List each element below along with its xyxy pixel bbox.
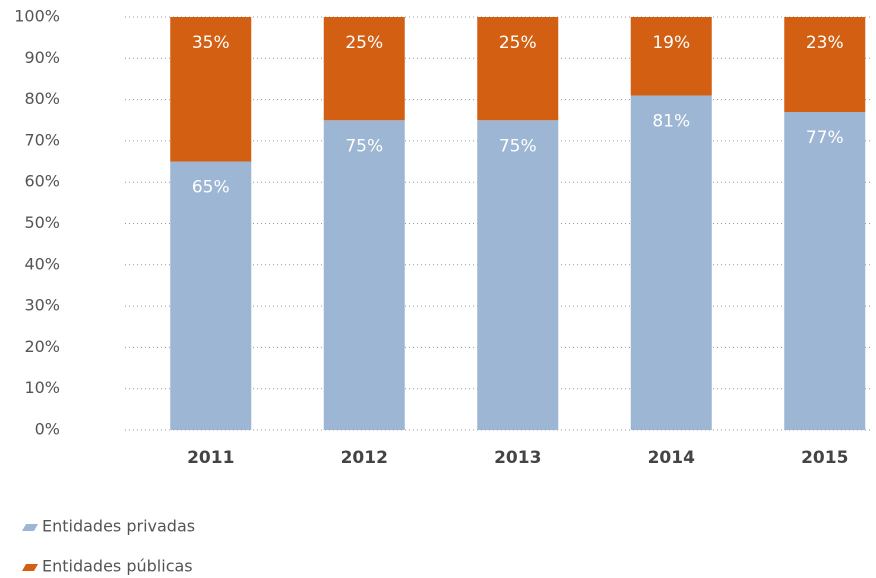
data-label: 23% — [806, 33, 844, 53]
x-tick-label: 2011 — [187, 448, 234, 468]
data-label: 77% — [806, 128, 844, 148]
bar-segment — [323, 120, 405, 430]
data-label: 75% — [499, 136, 537, 156]
data-label: 25% — [345, 33, 383, 53]
x-tick-label: 2013 — [494, 448, 541, 468]
bar-segment — [477, 17, 559, 121]
data-label: 65% — [192, 178, 230, 198]
y-tick-label: 100% — [14, 7, 60, 26]
x-tick-label: 2015 — [801, 448, 848, 468]
legend-swatch — [22, 564, 38, 571]
y-tick-label: 10% — [24, 378, 60, 397]
y-tick-label: 50% — [24, 213, 60, 232]
y-tick-label: 70% — [24, 130, 60, 149]
y-tick-label: 60% — [24, 172, 60, 191]
bar-segment — [170, 161, 252, 431]
y-tick-label: 0% — [35, 420, 60, 439]
bar-segment — [323, 17, 405, 121]
y-tick-label: 40% — [24, 254, 60, 273]
legend-swatch — [22, 524, 38, 531]
bar-segment — [630, 17, 712, 96]
legend-label: Entidades privadas — [42, 517, 195, 536]
bar-segment — [630, 95, 712, 430]
data-label: 35% — [192, 33, 230, 53]
y-tick-label: 80% — [24, 89, 60, 108]
x-tick-label: 2014 — [648, 448, 695, 468]
bar-segment — [784, 17, 866, 112]
y-tick-label: 30% — [24, 296, 60, 315]
bar-segment — [170, 17, 252, 162]
x-tick-label: 2012 — [341, 448, 388, 468]
legend-label: Entidades públicas — [42, 557, 193, 576]
y-tick-label: 90% — [24, 48, 60, 67]
data-label: 81% — [652, 111, 690, 131]
bar-segment — [477, 120, 559, 430]
bar-segment — [784, 111, 866, 431]
data-label: 75% — [345, 136, 383, 156]
data-label: 19% — [652, 33, 690, 53]
y-tick-label: 20% — [24, 337, 60, 356]
data-label: 25% — [499, 33, 537, 53]
